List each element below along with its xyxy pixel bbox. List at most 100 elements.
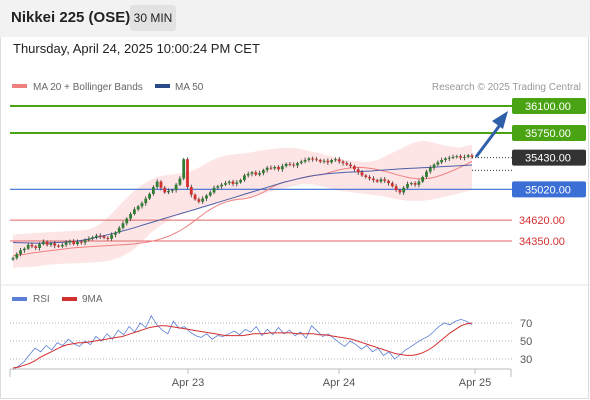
candle-body: [45, 241, 49, 245]
candle-body: [368, 176, 371, 179]
candle-body: [76, 241, 79, 245]
candle-body: [136, 206, 140, 210]
candle-body: [432, 164, 436, 168]
candle-body: [41, 241, 45, 245]
candle-body: [60, 244, 64, 247]
candle-body: [250, 172, 254, 174]
pivot-value: 35020.00: [525, 184, 571, 196]
candle: [106, 236, 110, 241]
candle: [428, 165, 432, 174]
candle: [303, 157, 307, 164]
candle-body: [459, 156, 463, 158]
candle: [242, 173, 246, 182]
candle: [163, 185, 167, 194]
candle-body: [379, 179, 383, 182]
rsi-line: [12, 314, 473, 371]
candle-body: [345, 163, 349, 165]
candle-body: [447, 157, 451, 159]
candle-body: [394, 186, 398, 191]
candle-body: [246, 173, 250, 176]
candle: [224, 180, 227, 187]
candle: [114, 231, 117, 238]
candle: [174, 182, 178, 193]
candle: [125, 217, 129, 226]
candle-body: [303, 160, 307, 162]
candle: [280, 163, 284, 172]
candle: [148, 192, 151, 200]
rsi-ma-legend-label: 9MA: [82, 294, 103, 305]
candle: [26, 243, 30, 251]
candle: [193, 193, 197, 201]
candle-body: [53, 243, 57, 246]
rsi-ma-line: [12, 322, 473, 369]
candle-body: [466, 155, 470, 157]
candle-body: [375, 180, 379, 182]
candle: [466, 153, 470, 159]
candle: [60, 243, 64, 249]
candle: [182, 157, 186, 181]
candle: [337, 156, 341, 164]
candle: [91, 235, 95, 241]
candle: [463, 154, 466, 161]
candle-body: [440, 160, 444, 163]
candle: [330, 158, 334, 164]
candle: [451, 154, 455, 160]
candle-body: [34, 246, 38, 248]
candle-body: [337, 159, 341, 162]
candle: [432, 163, 436, 171]
candle-body: [110, 234, 114, 239]
candle: [189, 184, 193, 198]
candle: [307, 157, 311, 163]
candle: [68, 239, 72, 246]
candle-body: [322, 160, 326, 162]
candle: [292, 162, 296, 168]
candle-body: [231, 181, 235, 184]
candle: [398, 188, 402, 195]
ma20-line: [12, 161, 473, 257]
candle: [102, 234, 106, 240]
rsi-legend-label: RSI: [33, 294, 50, 305]
candle-body: [140, 203, 144, 207]
candle-body: [353, 166, 356, 170]
candle-body: [235, 182, 239, 184]
candle-body: [64, 242, 68, 245]
last-price-value: 35430.00: [525, 153, 571, 165]
resistance-tag: [512, 125, 586, 141]
bollinger-fill: [13, 140, 472, 268]
candle: [87, 236, 91, 242]
candle: [334, 157, 337, 162]
candle-body: [330, 160, 334, 163]
candle-body: [265, 167, 269, 171]
candle: [402, 185, 406, 195]
candle: [258, 170, 261, 177]
candle-body: [72, 241, 76, 245]
resistance-value: 35750.00: [525, 128, 571, 140]
candle: [417, 179, 421, 188]
candle-body: [242, 175, 246, 181]
candle: [444, 157, 447, 163]
candle-body: [79, 241, 83, 243]
candle: [318, 158, 322, 164]
candle: [379, 177, 383, 184]
candle-body: [356, 169, 360, 173]
candle-body: [182, 159, 186, 179]
candle-body: [455, 156, 459, 158]
candle-body: [159, 181, 163, 188]
candle-body: [269, 167, 273, 169]
candle: [383, 176, 387, 183]
candle-body: [239, 180, 243, 183]
x-tick-label: Apr 24: [323, 377, 355, 389]
candle-body: [470, 155, 474, 157]
timeframe-button[interactable]: 30 MIN: [130, 5, 176, 31]
candle: [22, 247, 26, 253]
candle: [212, 185, 216, 195]
candle-body: [315, 159, 318, 161]
candle: [364, 174, 368, 179]
candle-body: [208, 192, 212, 196]
candle-body: [390, 183, 394, 187]
candle: [315, 156, 318, 162]
rsi-legend-swatch: [12, 297, 27, 301]
candle: [390, 181, 394, 188]
candle-body: [273, 166, 277, 169]
candle: [197, 197, 201, 204]
